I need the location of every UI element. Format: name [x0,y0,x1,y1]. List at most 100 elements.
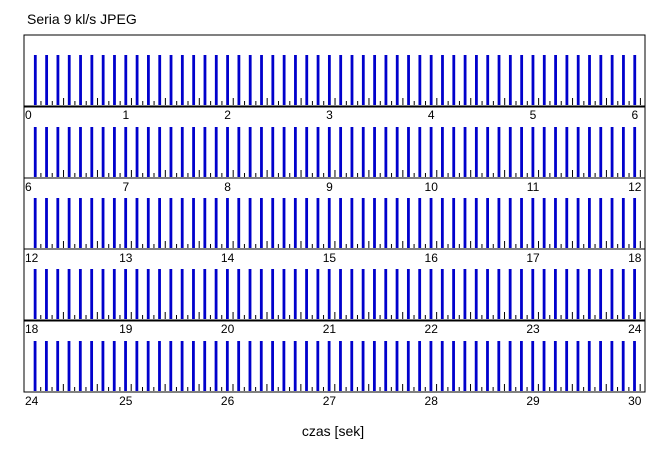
frame-bar [33,55,37,105]
frame-bar [101,269,105,319]
frame-bar [486,198,489,248]
frame-bar [124,55,128,105]
frame-bar [361,269,365,319]
frame-bar [169,269,173,319]
x-tick-label: 13 [119,251,133,265]
frame-bar [339,127,343,177]
frame-bar [271,198,275,248]
frame-bar [33,198,37,248]
x-tick-label: 24 [25,394,39,408]
frame-bar [316,198,320,248]
frame-bar [135,198,139,248]
plot-frame [23,177,646,250]
frame-bar [350,127,354,177]
frame-bar [90,341,94,391]
frame-bar [588,127,591,177]
frame-bar [327,341,331,391]
frame-bar [203,198,207,248]
frame-bar [350,269,354,319]
frame-bar [497,341,501,391]
frame-bar [214,198,218,248]
frame-bar [565,341,569,391]
x-tick-label: 1 [122,108,129,122]
frame-bar [226,269,229,319]
frame-bar [45,127,48,177]
frame-bar [90,55,94,105]
frame-bar [169,198,173,248]
frame-bar [192,341,195,391]
frame-bar [486,269,489,319]
frame-bar [214,127,218,177]
frame-bar [237,269,241,319]
frame-bar [203,341,207,391]
frame-bar [542,127,546,177]
frame-bar [395,55,399,105]
frame-bar [587,269,591,319]
frame-bar [599,127,603,177]
frame-bar [226,55,229,105]
frame-bar [463,269,467,319]
frame-bar [531,269,535,319]
frame-bar [339,269,342,319]
frame-bar [350,55,354,105]
frame-bar [169,127,173,177]
x-tick-label: 17 [526,251,540,265]
frame-bar [520,341,523,391]
x-tick-label: 23 [526,322,540,336]
x-tick-label: 21 [323,322,337,336]
x-tick-label: 4 [428,108,435,122]
frame-bar [429,269,433,319]
frame-bar [113,127,116,177]
frame-bar [610,341,614,391]
x-tick-label: 6 [631,108,638,122]
x-tick-label: 16 [425,251,439,265]
frame-bar [112,198,116,248]
frame-bar [407,198,410,248]
frame-bar [520,269,523,319]
frame-bar [293,198,297,248]
x-tick-label: 7 [122,180,129,194]
frame-bar [542,198,546,248]
frame-bar [406,269,410,319]
frame-bar [463,198,467,248]
frame-bar [56,55,60,105]
x-tick-label: 19 [119,322,133,336]
frame-bar [248,55,252,105]
frame-bar [327,269,331,319]
frame-bar [327,198,331,248]
frame-bar [531,127,535,177]
frame-bar [384,127,388,177]
x-tick-label: 29 [526,394,540,408]
frame-bar [180,127,184,177]
frame-bar [33,341,37,391]
frame-bar [441,127,444,177]
x-tick-label: 5 [530,108,537,122]
frame-bar [67,269,71,319]
frame-bar [180,269,184,319]
frame-bar [350,341,354,391]
frame-bar [441,55,444,105]
frame-bar [225,341,229,391]
frame-bar [610,127,614,177]
frame-bar [633,341,636,391]
frame-bar [282,341,286,391]
frame-bar [226,127,229,177]
frame-bar [440,341,444,391]
frame-bar [554,269,557,319]
x-tick-label: 25 [119,394,133,408]
x-tick-label: 22 [425,322,439,336]
frame-bar [361,127,365,177]
x-tick-label: 2 [224,108,231,122]
frame-bar [79,198,82,248]
frame-bar [610,55,614,105]
x-tick-label: 28 [425,394,439,408]
frame-bar [554,198,557,248]
frame-bar [406,341,410,391]
frame-bar [508,341,512,391]
frame-bar [384,198,388,248]
frame-bar [282,198,286,248]
frame-bar [192,55,196,105]
frame-bar [622,55,625,105]
frame-bar [101,198,105,248]
frame-bar [112,269,116,319]
